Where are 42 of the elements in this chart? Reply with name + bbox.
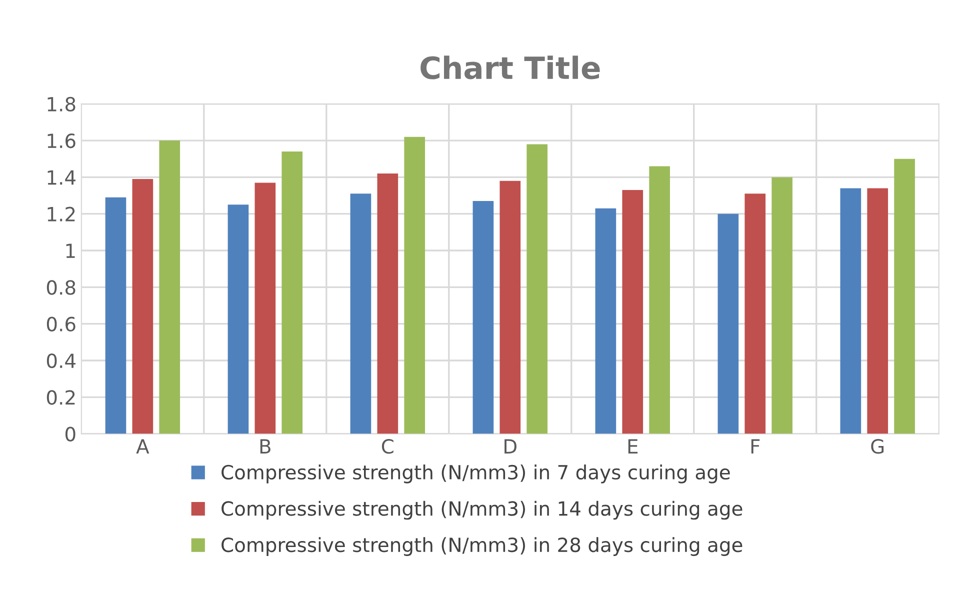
y-tick-label: 1.8 <box>48 96 76 112</box>
bar <box>894 158 915 434</box>
bar <box>159 140 180 434</box>
bar <box>744 194 766 434</box>
legend-label: Compressive strength (N/mm3) in 28 days curing age <box>222 537 742 556</box>
bar <box>472 201 494 434</box>
bar <box>105 197 126 434</box>
bar <box>132 179 154 434</box>
bar <box>254 182 276 434</box>
bar <box>867 188 888 434</box>
x-tick-label: A <box>136 439 150 454</box>
x-tick-label: E <box>628 439 638 454</box>
y-tick-label: 0.8 <box>46 280 76 295</box>
legend-label: Compressive strength (N/mm3) in 7 days curing age <box>222 464 730 484</box>
bar <box>350 194 372 434</box>
x-tick-label: F <box>751 439 760 454</box>
y-tick-label: 1.2 <box>48 206 75 222</box>
x-tick-label: B <box>260 439 270 454</box>
bar <box>649 166 670 434</box>
x-tick-label: G <box>871 439 884 454</box>
y-tick-label: 0 <box>65 426 76 442</box>
y-tick-label: 1 <box>66 244 75 258</box>
bar <box>500 180 521 434</box>
bar <box>718 214 739 434</box>
y-tick-label: 0.6 <box>46 316 76 332</box>
x-tick-label: C <box>382 439 394 454</box>
x-tick-label: D <box>504 439 516 454</box>
legend-label: Compressive strength (N/mm3) in 14 days curing age <box>222 500 742 520</box>
bar <box>772 177 792 434</box>
y-tick-label: 0.4 <box>46 353 76 368</box>
y-tick-label: 0.2 <box>46 390 75 405</box>
bar <box>282 152 303 434</box>
bar <box>526 144 548 434</box>
bar <box>840 188 862 434</box>
chart-title: Chart Title <box>420 56 600 80</box>
bar <box>595 208 616 434</box>
y-tick-label: 1.4 <box>48 170 76 185</box>
bar <box>622 190 644 434</box>
bar <box>377 174 398 434</box>
y-tick-label: 1.6 <box>48 133 76 148</box>
bar <box>228 204 249 434</box>
bar <box>404 136 426 434</box>
